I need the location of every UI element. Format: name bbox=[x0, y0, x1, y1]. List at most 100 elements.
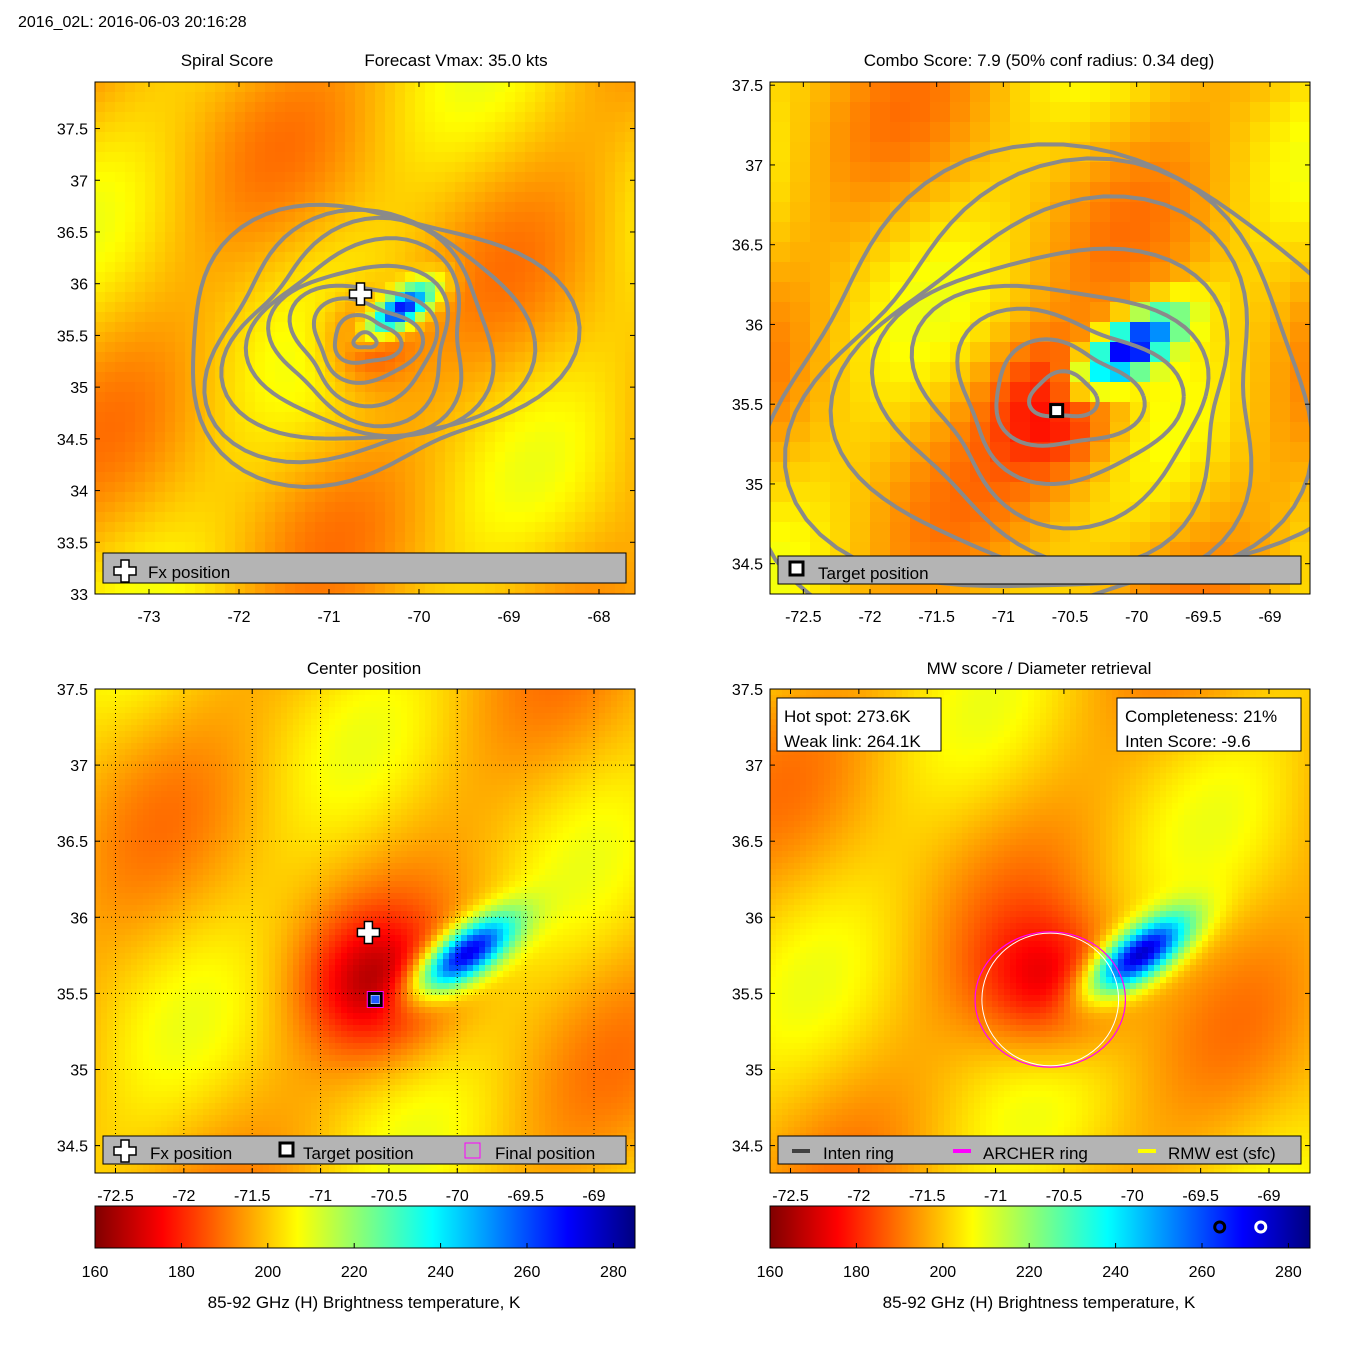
heat-cell bbox=[335, 232, 346, 243]
heat-cell bbox=[191, 719, 198, 726]
heat-cell bbox=[95, 382, 106, 393]
heat-cell bbox=[850, 582, 871, 594]
heat-cell bbox=[375, 332, 386, 343]
heat-cell bbox=[1210, 482, 1231, 503]
heat-cell bbox=[299, 755, 306, 762]
heat-cell bbox=[257, 773, 264, 780]
heat-cell bbox=[970, 362, 991, 383]
heat-cell bbox=[535, 182, 546, 193]
heat-cell bbox=[401, 743, 408, 750]
heat-cell bbox=[113, 689, 120, 696]
heat-cell bbox=[810, 102, 831, 123]
heat-cell bbox=[599, 761, 606, 768]
heat-cell bbox=[225, 412, 236, 423]
heat-cell bbox=[615, 92, 626, 103]
heat-cell bbox=[617, 773, 624, 780]
heat-cell bbox=[413, 725, 420, 732]
heat-cell bbox=[275, 695, 282, 702]
heat-cell bbox=[265, 112, 276, 123]
heat-cell bbox=[445, 312, 456, 323]
heat-cell bbox=[445, 462, 456, 473]
heat-cell bbox=[563, 689, 570, 696]
heat-cell bbox=[505, 92, 516, 103]
heat-cell bbox=[325, 372, 336, 383]
heat-cell bbox=[495, 212, 506, 223]
x-tick-label: -72 bbox=[227, 609, 250, 626]
heat-cell bbox=[1170, 302, 1191, 323]
heat-cell bbox=[263, 767, 270, 774]
heat-cell bbox=[521, 701, 528, 708]
heat-cell bbox=[155, 512, 166, 523]
heat-cell bbox=[299, 731, 306, 738]
heat-cell bbox=[105, 152, 116, 163]
heat-cell bbox=[119, 767, 126, 774]
heat-cell bbox=[605, 382, 616, 393]
heat-cell bbox=[315, 102, 326, 113]
heat-cell bbox=[1250, 182, 1271, 203]
heat-cell bbox=[235, 362, 246, 373]
heat-cell bbox=[119, 701, 126, 708]
heat-cell bbox=[185, 707, 192, 714]
heat-cell bbox=[557, 719, 564, 726]
heat-cell bbox=[545, 462, 556, 473]
heat-cell bbox=[295, 462, 306, 473]
heat-cell bbox=[1270, 462, 1291, 483]
heat-cell bbox=[265, 172, 276, 183]
heat-cell bbox=[595, 492, 606, 503]
heat-cell bbox=[790, 422, 811, 443]
heat-cell bbox=[465, 202, 476, 213]
heat-cell bbox=[515, 492, 526, 503]
heat-cell bbox=[533, 731, 540, 738]
heat-cell bbox=[107, 725, 114, 732]
heat-cell bbox=[615, 212, 626, 223]
heat-cell bbox=[165, 352, 176, 363]
heat-cell bbox=[293, 755, 300, 762]
heat-cell bbox=[425, 292, 436, 303]
heat-cell bbox=[335, 713, 342, 720]
heat-cell bbox=[257, 713, 264, 720]
heat-cell bbox=[195, 362, 206, 373]
heat-cell bbox=[305, 412, 316, 423]
heat-cell bbox=[155, 462, 166, 473]
heat-cell bbox=[115, 432, 126, 443]
heat-cell bbox=[255, 132, 266, 143]
heat-cell bbox=[221, 749, 228, 756]
heat-cell bbox=[495, 512, 506, 523]
heat-cell bbox=[555, 312, 566, 323]
heat-cell bbox=[581, 731, 588, 738]
heat-cell bbox=[385, 522, 396, 533]
heat-cell bbox=[455, 332, 466, 343]
heat-cell bbox=[435, 482, 446, 493]
heat-cell bbox=[525, 92, 536, 103]
heat-cell bbox=[315, 142, 326, 153]
heat-cell bbox=[545, 422, 556, 433]
heat-cell bbox=[575, 592, 586, 594]
heat-cell bbox=[405, 82, 416, 93]
heat-cell bbox=[1090, 202, 1111, 223]
heat-cell bbox=[305, 695, 312, 702]
heat-cell bbox=[970, 202, 991, 223]
heat-cell bbox=[385, 152, 396, 163]
heat-cell bbox=[265, 352, 276, 363]
heat-cell bbox=[295, 142, 306, 153]
heat-cell bbox=[305, 767, 312, 774]
heat-cell bbox=[545, 731, 552, 738]
heat-cell bbox=[1010, 442, 1031, 463]
heat-cell bbox=[281, 725, 288, 732]
heat-cell bbox=[263, 749, 270, 756]
heat-cell bbox=[365, 713, 372, 720]
heat-cell bbox=[353, 761, 360, 768]
heat-cell bbox=[221, 689, 228, 696]
heat-cell bbox=[203, 749, 210, 756]
heat-cell bbox=[587, 719, 594, 726]
heat-cell bbox=[233, 767, 240, 774]
heat-cell bbox=[383, 761, 390, 768]
heat-cell bbox=[461, 743, 468, 750]
heat-cell bbox=[305, 761, 312, 768]
contour-line bbox=[311, 296, 426, 385]
heat-cell bbox=[359, 689, 366, 696]
heat-cell bbox=[593, 767, 600, 774]
heat-cell bbox=[275, 582, 286, 593]
heat-cell bbox=[565, 182, 576, 193]
heat-cell bbox=[465, 132, 476, 143]
